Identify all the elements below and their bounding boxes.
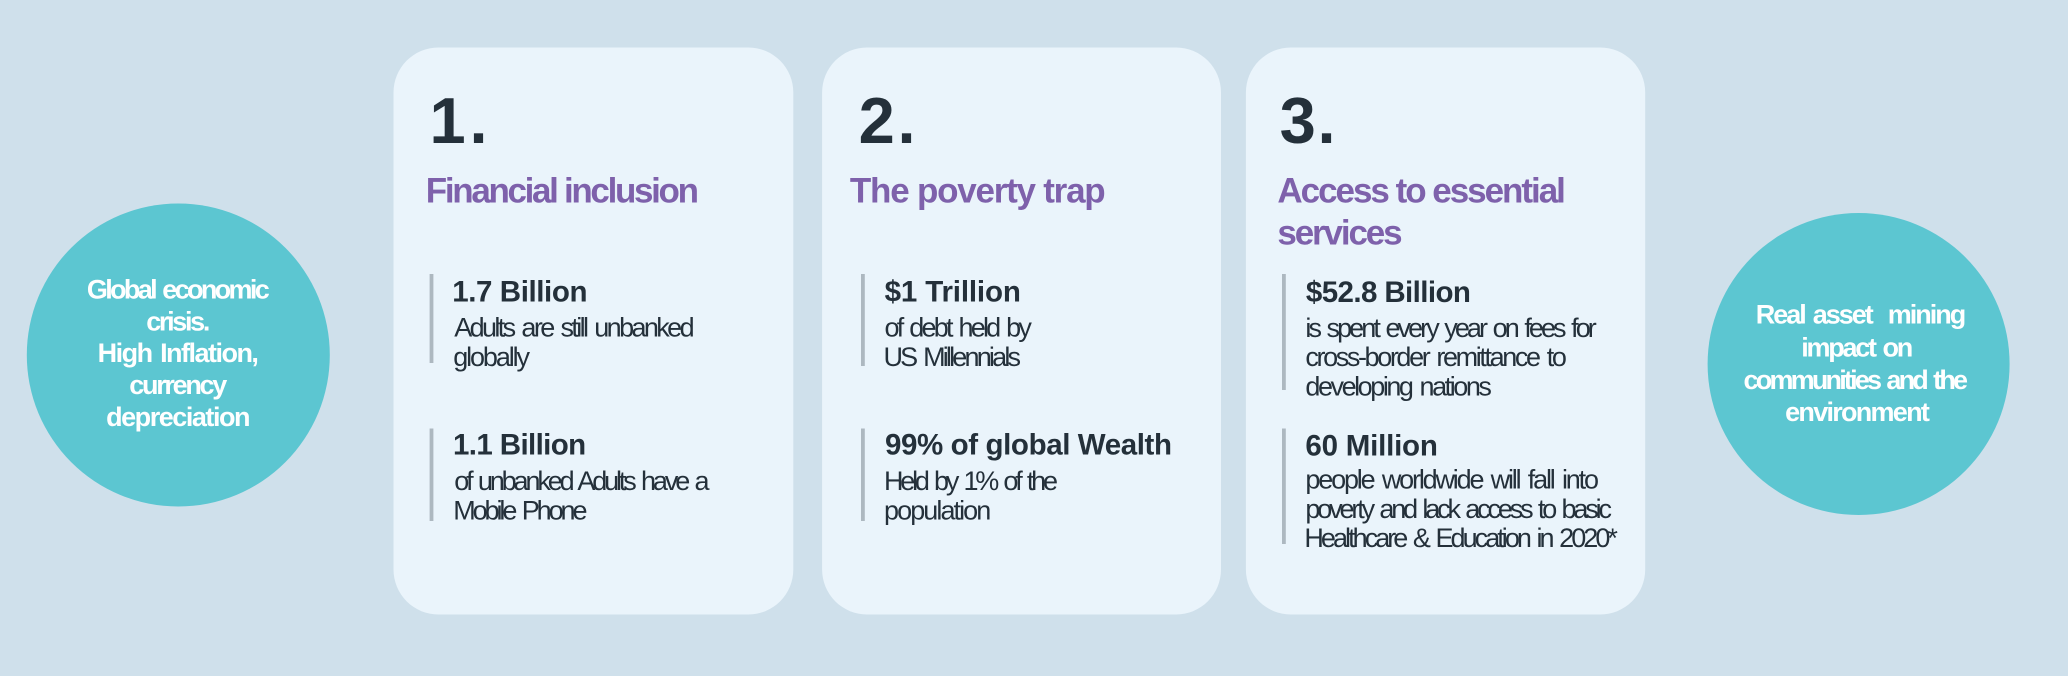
svg-text:impact on: impact on [1801,333,1913,363]
svg-text:services: services [1277,214,1402,253]
svg-text:population: population [884,495,991,525]
svg-text:High Inflation,: High Inflation, [98,338,259,368]
svg-text:depreciation: depreciation [106,402,250,432]
svg-text:poverty and lack access to bas: poverty and lack access to basic [1305,494,1612,524]
svg-text:people worldwide will fall int: people worldwide will fall into [1305,464,1599,494]
svg-text:$1 Trillion: $1 Trillion [885,276,1021,309]
svg-text:Held by 1% of the: Held by 1% of the [884,466,1058,496]
svg-text:1.: 1. [430,84,488,157]
svg-text:60 Million: 60 Million [1305,430,1438,463]
svg-text:of unbanked Adults have a: of unbanked Adults have a [454,466,710,496]
svg-text:developing nations: developing nations [1305,371,1492,401]
svg-text:Mobile Phone: Mobile Phone [453,495,587,525]
svg-text:environment: environment [1785,397,1930,427]
svg-text:crisis.: crisis. [146,306,210,336]
svg-text:of debt held by: of debt held by [885,313,1033,343]
svg-text:currency: currency [129,370,227,400]
svg-text:3.: 3. [1280,84,1336,157]
svg-text:99% of global Wealth: 99% of global Wealth [885,429,1172,462]
svg-text:Financial inclusion: Financial inclusion [426,172,699,211]
svg-text:Healthcare & Education in 2020: Healthcare & Education in 2020* [1304,523,1618,553]
svg-text:US Millennials: US Millennials [884,342,1022,372]
svg-text:1.7 Billion: 1.7 Billion [452,276,587,309]
svg-text:1.1 Billion: 1.1 Billion [453,429,586,462]
svg-text:is spent every year on fees fo: is spent every year on fees for [1305,313,1596,343]
svg-text:2.: 2. [859,84,916,157]
svg-text:cross-border remittance to: cross-border remittance to [1305,342,1567,372]
svg-text:Access to essential: Access to essential [1277,172,1566,211]
svg-text:$52.8 Billion: $52.8 Billion [1306,276,1471,309]
svg-text:communities and the: communities and the [1744,365,1969,395]
svg-text:Global economic: Global economic [87,275,270,305]
svg-text:The poverty trap: The poverty trap [850,172,1106,211]
svg-text:globally: globally [453,342,530,372]
svg-text:Real asset mining: Real asset mining [1756,299,1967,329]
svg-text:Adults are still unbanked: Adults are still unbanked [454,313,694,343]
